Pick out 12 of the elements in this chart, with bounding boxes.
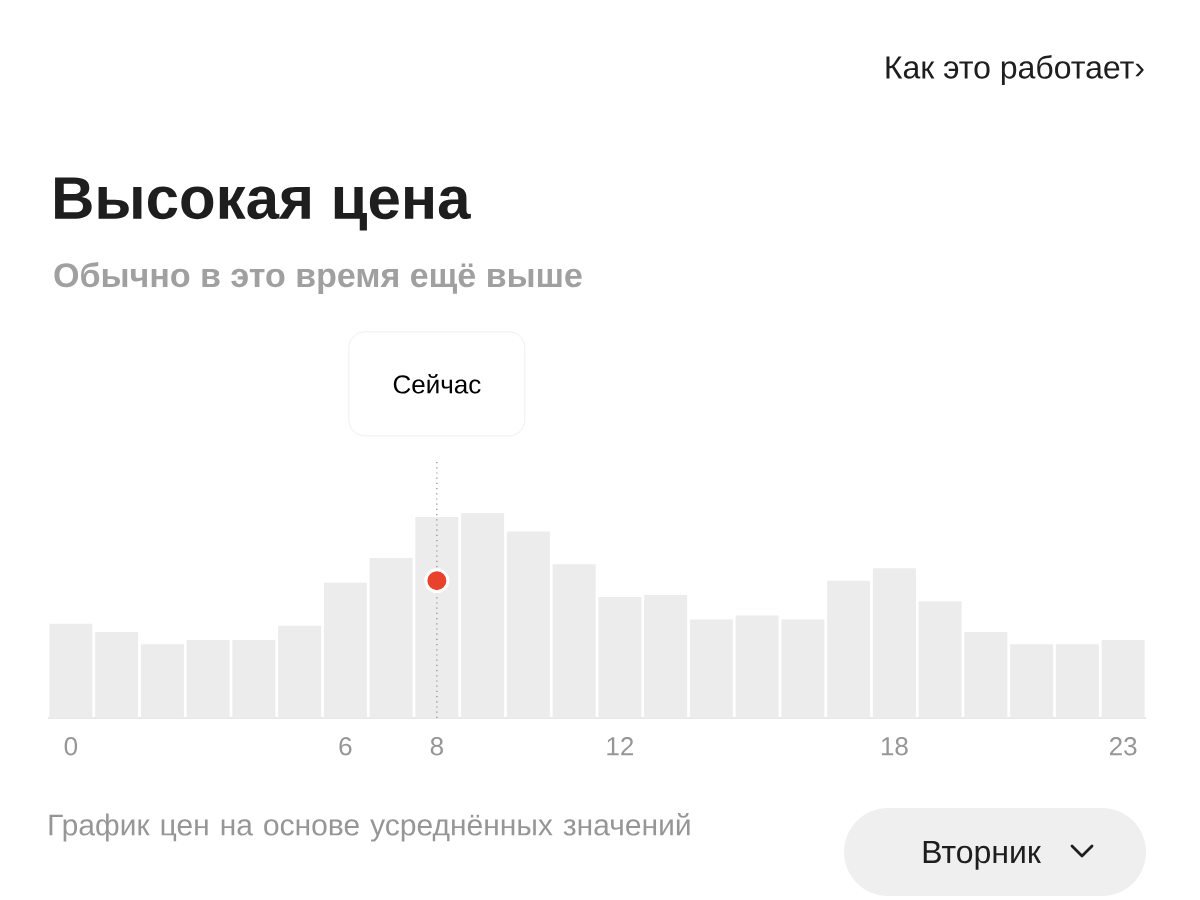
x-tick-label: 23 <box>1109 737 1137 756</box>
x-tick-label: 6 <box>339 737 352 756</box>
ref-line-label: Сейчас <box>393 374 481 394</box>
x-tick-label: 0 <box>64 737 78 756</box>
chart-title: Высокая цена <box>55 177 471 231</box>
text: График цен на основе усреднённых значений <box>49 813 690 842</box>
chart-subtitle: Обычно в это время ещё выше <box>54 262 582 294</box>
x-tick-label: 12 <box>607 737 634 756</box>
text: Как это работает› <box>886 54 1144 86</box>
x-tick-label: 18 <box>881 737 908 756</box>
text: Вторник <box>923 840 1042 870</box>
x-tick-label: 8 <box>430 737 443 756</box>
